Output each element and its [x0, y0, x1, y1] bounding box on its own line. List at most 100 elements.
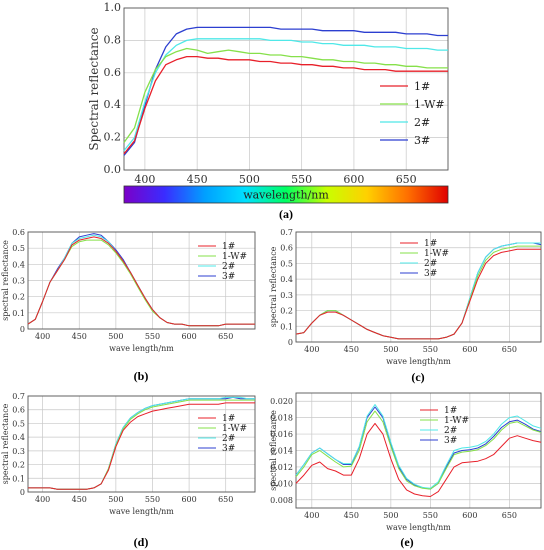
legend-label-s1w: 1-W# [444, 416, 469, 426]
series-line-s1 [27, 236, 255, 327]
legend-label-s3: 3# [444, 436, 457, 446]
y-tick-label: 0.4 [12, 433, 25, 442]
y-tick-label: 0.018 [270, 414, 293, 423]
x-tick-label: 500 [239, 173, 260, 186]
legend-label-s1w: 1-W# [424, 249, 449, 259]
y-tick-label: 0.1 [12, 474, 25, 483]
series-line-s3 [123, 26, 448, 156]
y-tick-label: 0.4 [280, 275, 293, 284]
x-tick-label: 500 [383, 345, 398, 354]
legend-label-s2: 2# [222, 262, 235, 272]
chart-b: 400 450 500 550 600 650 0 0.1 0.2 0.3 0.4 0.5 0.6 1#1… [1, 228, 256, 383]
legend-label-s3: 3# [414, 134, 430, 147]
legend-label-s2: 2# [222, 434, 235, 444]
series-line-s2 [123, 38, 448, 152]
x-tick-label: 550 [145, 332, 160, 341]
y-tick-label: 0.2 [12, 461, 25, 470]
legend-label-s1: 1# [424, 239, 437, 249]
y-tick-label: 0.012 [270, 463, 293, 472]
plot-frame [123, 7, 449, 171]
y-tick-label: 0.0 [104, 163, 122, 176]
y-tick-label: 0.4 [12, 260, 25, 269]
legend-label-s1: 1# [222, 414, 235, 424]
x-tick-label: 550 [423, 511, 438, 520]
x-tick-label: 650 [502, 511, 517, 520]
x-tick-label: 650 [218, 332, 233, 341]
y-tick-label: 0.010 [270, 479, 293, 488]
x-tick-label: 450 [72, 332, 87, 341]
plot-frame [295, 392, 542, 509]
y-tick-label: 0.3 [280, 291, 293, 300]
y-tick-label: 0.7 [12, 392, 25, 401]
x-tick-label: 600 [462, 511, 477, 520]
series-line-s1w [123, 47, 448, 143]
legend-label-s1: 1# [222, 242, 235, 252]
y-tick-label: 0.7 [280, 228, 293, 237]
y-tick-label: 0 [20, 325, 25, 334]
panel-label: (d) [134, 535, 149, 549]
series-line-s1w [295, 410, 542, 490]
x-tick-label: 400 [304, 345, 319, 354]
y-tick-label: 0.6 [12, 406, 25, 415]
panel-label: (a) [279, 207, 293, 221]
wavelength-colorbar [123, 185, 449, 204]
legend-label-s1w: 1-W# [222, 252, 247, 262]
y-tick-label: 0.3 [12, 277, 25, 286]
y-axis-label: spectral reflectance [1, 403, 10, 484]
x-tick-label: 600 [181, 495, 196, 504]
colorbar: wavelength/nm [123, 185, 449, 204]
plot-frame [27, 395, 256, 493]
x-tick-label: 450 [187, 173, 208, 186]
plot-area [124, 8, 448, 170]
panel-label: (b) [134, 369, 149, 383]
legend-label-s1: 1# [444, 406, 457, 416]
legend-label-s1w: 1-W# [222, 424, 247, 434]
y-axis-label: spectral reflectance [269, 246, 278, 327]
legend-label-s2: 2# [414, 116, 430, 129]
y-tick-label: 0.6 [12, 228, 25, 237]
y-tick-label: 0.5 [12, 244, 25, 253]
x-axis-label: wave length/nm [109, 344, 174, 353]
y-tick-label: 0.1 [280, 322, 293, 331]
plot-frame [295, 231, 542, 343]
x-tick-label: 450 [72, 495, 87, 504]
legend-label-s1w: 1-W# [414, 98, 445, 111]
colorbar-label: wavelength/nm [243, 189, 329, 202]
x-tick-label: 400 [134, 173, 155, 186]
chart-a: 400 450 500 550 600 650 0.0 0.2 0.4 0.6 0.8 1.0 1# 1-… [87, 1, 449, 221]
y-tick-label: 0.6 [104, 66, 122, 79]
x-tick-label: 550 [423, 345, 438, 354]
y-tick-label: 0.2 [280, 307, 293, 316]
y-tick-label: 0.020 [270, 397, 293, 406]
y-tick-label: 1.0 [104, 1, 122, 14]
legend-label-s1: 1# [414, 80, 430, 93]
x-tick-label: 650 [396, 173, 417, 186]
x-tick-label: 500 [108, 495, 123, 504]
x-tick-label: 600 [343, 173, 364, 186]
y-tick-label: 0.5 [12, 419, 25, 428]
x-tick-label: 500 [383, 511, 398, 520]
legend-label-s2: 2# [424, 259, 437, 269]
chart-e: 400 450 500 550 600 650 0.008 0.010 0.012 0.014 0.… [269, 392, 542, 549]
series-line-s1 [295, 422, 542, 497]
x-axis-label: wave length/nm [386, 357, 451, 366]
series-line-s1 [28, 402, 255, 490]
legend-label-s2: 2# [444, 426, 457, 436]
y-tick-label: 0.8 [104, 33, 122, 46]
y-tick-label: 0.016 [270, 430, 293, 439]
chart-c: 400 450 500 550 600 650 0 0.1 0.2 0.3 0.4 0.5 0.6 0.7… [269, 228, 542, 384]
x-tick-label: 550 [291, 173, 312, 186]
x-tick-label: 400 [35, 332, 50, 341]
x-axis-label: wave length/nm [109, 507, 174, 516]
y-tick-label: 0.2 [12, 293, 25, 302]
y-tick-label: 0.2 [104, 131, 122, 144]
x-tick-label: 650 [502, 345, 517, 354]
x-tick-label: 650 [218, 495, 233, 504]
x-tick-label: 600 [181, 332, 196, 341]
y-tick-label: 0 [20, 488, 25, 497]
x-tick-label: 450 [344, 511, 359, 520]
y-tick-label: 0.6 [280, 244, 293, 253]
y-tick-label: 0.014 [270, 447, 293, 456]
